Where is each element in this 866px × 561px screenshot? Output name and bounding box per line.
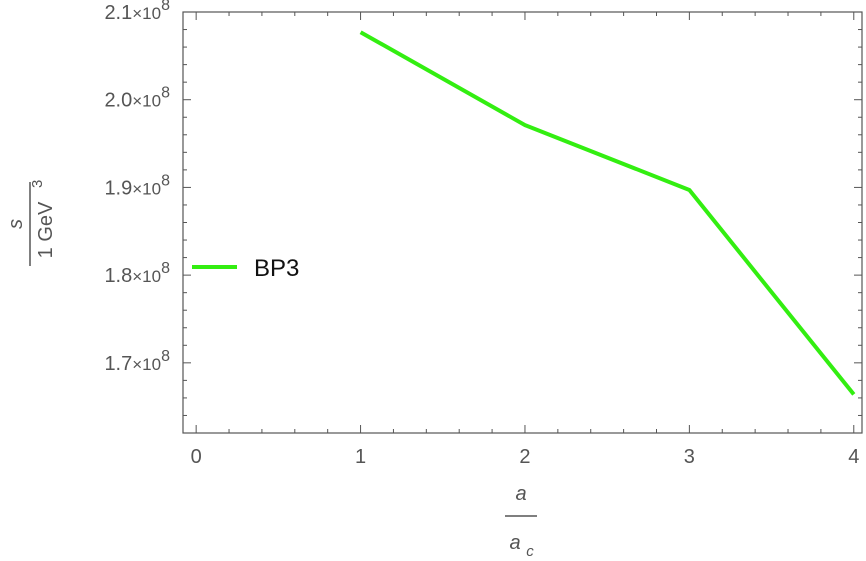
y-tick-label-text: 2.0×108	[104, 85, 170, 112]
x-axis-label-denominator-sub: c	[526, 543, 534, 560]
y-tick-label-text: 1.8×108	[104, 260, 170, 287]
y-tick-base: ×10	[132, 179, 161, 198]
legend: BP3	[192, 255, 299, 282]
y-tick-label: 1.8×108	[104, 260, 170, 287]
y-tick-label: 2.0×108	[104, 85, 170, 112]
plot-frame	[182, 11, 863, 434]
x-tick-label: 1	[355, 446, 366, 468]
y-tick-exponent: 8	[161, 0, 170, 14]
y-tick-base: ×10	[132, 4, 161, 23]
y-tick-label-text: 1.7×108	[104, 348, 170, 375]
x-axis-label-numerator: a	[515, 483, 526, 505]
y-tick-label-text: 1.9×108	[104, 172, 170, 199]
series-layer	[359, 30, 856, 396]
y-tick-mantissa: 2.1	[104, 2, 132, 24]
y-tick-label: 2.1×108	[104, 0, 170, 24]
y-axis-label-denominator: 1 GeV	[35, 201, 57, 258]
x-tick-label: 0	[191, 446, 202, 468]
y-tick-base: ×10	[132, 355, 161, 374]
y-axis-label-denominator-exp: 3	[29, 180, 46, 188]
y-tick-label-text: 2.1×108	[104, 0, 170, 24]
series-line-bp3	[359, 30, 856, 396]
axis-ticks	[183, 11, 862, 434]
y-axis-label: s 1 GeV 3	[5, 180, 57, 266]
y-axis-label-numerator: s	[5, 219, 27, 229]
y-tick-label: 1.7×108	[104, 348, 170, 375]
y-tick-exponent: 8	[161, 85, 170, 102]
y-tick-base: ×10	[132, 267, 161, 286]
x-tick-label: 3	[684, 446, 695, 468]
x-axis-label-denominator: a	[509, 532, 520, 554]
y-tick-mantissa: 2.0	[104, 90, 132, 112]
y-tick-mantissa: 1.8	[104, 265, 132, 287]
x-tick-labels: 0 1 2 3 4	[191, 446, 860, 468]
x-tick-label: 2	[519, 446, 530, 468]
x-axis-label: a a c	[505, 483, 537, 560]
y-tick-exponent: 8	[161, 348, 170, 365]
y-tick-exponent: 8	[161, 172, 170, 189]
y-tick-base: ×10	[132, 92, 161, 111]
plot-frame-rect	[182, 11, 863, 434]
y-tick-exponent: 8	[161, 260, 170, 277]
legend-label-bp3: BP3	[254, 255, 299, 282]
x-tick-label: 4	[848, 446, 859, 468]
y-tick-mantissa: 1.7	[104, 353, 132, 375]
y-tick-mantissa: 1.9	[104, 177, 132, 199]
y-tick-label: 1.9×108	[104, 172, 170, 199]
